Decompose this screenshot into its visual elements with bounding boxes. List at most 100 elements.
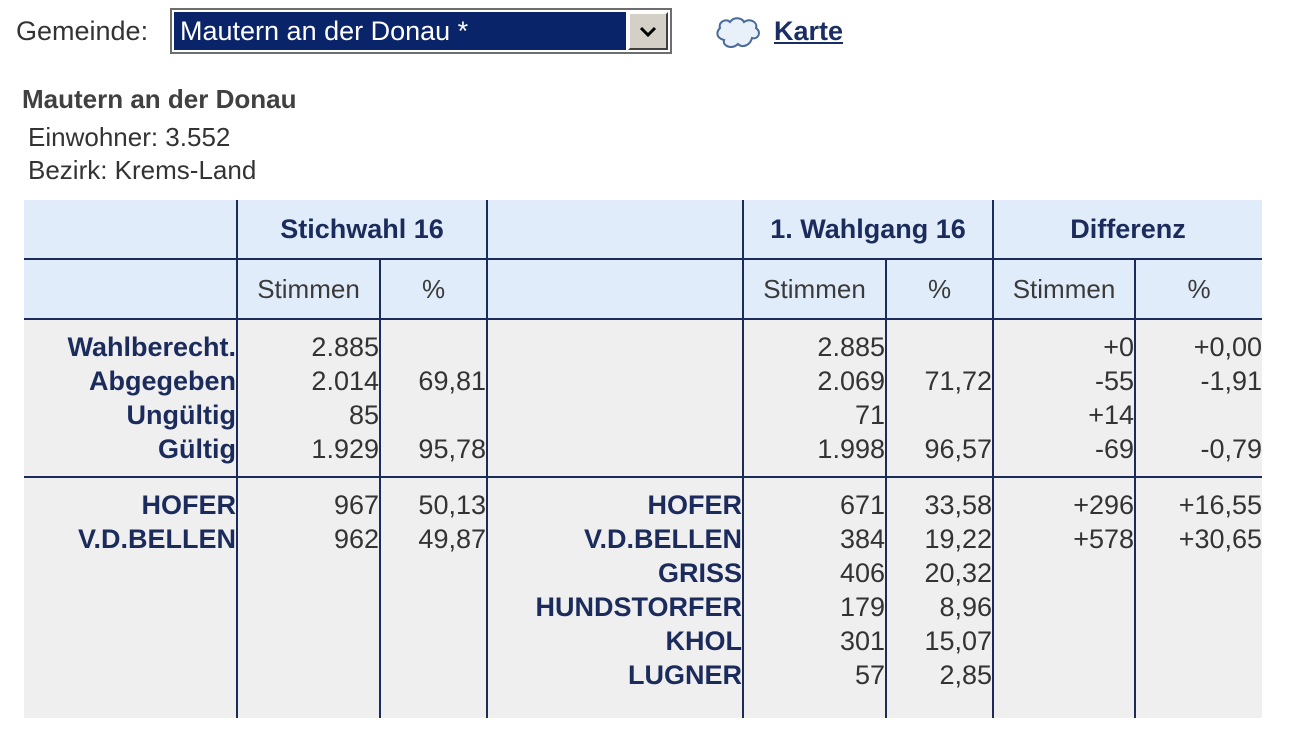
table-cell: 2.885 <box>817 332 885 362</box>
summary-row: Wahlberecht. Abgegeben Ungültig Gültig 2… <box>24 319 1263 478</box>
summary-stich-stimmen: 2.885 2.014 85 1.929 <box>236 319 380 478</box>
table-cell: 671 <box>839 490 885 520</box>
wg-candidate-stimmen: 671 384 406 179 301 57 <box>742 477 886 718</box>
table-cell: +0,00 <box>1193 332 1263 362</box>
sub-header-row: Stimmen % Stimmen % Stimmen % <box>24 259 1263 320</box>
table-cell: 15,07 <box>924 626 993 656</box>
table-cell: 1.998 <box>817 434 885 464</box>
table-cell: 49,87 <box>418 524 486 554</box>
candidate-name: V.D.BELLEN <box>77 524 236 554</box>
dropdown-button[interactable] <box>628 12 668 50</box>
summary-stich-pct: 69,81 95,78 <box>379 319 487 478</box>
table-cell: 95,78 <box>418 434 486 464</box>
table-cell: +0 <box>1103 332 1135 362</box>
candidate-name: KHOL <box>665 626 743 656</box>
table-cell: 71,72 <box>924 366 993 396</box>
einwohner-info: Einwohner: 3.552 <box>28 122 231 152</box>
sub-header-pct: % <box>379 259 487 320</box>
table-cell: +30,65 <box>1178 524 1263 554</box>
summary-empty <box>486 319 743 478</box>
table-cell: 406 <box>839 558 885 588</box>
table-cell: -55 <box>1094 366 1135 396</box>
sub-header-empty-2 <box>486 259 743 320</box>
table-cell <box>381 330 486 364</box>
stich-candidate-names: HOFER V.D.BELLEN <box>24 477 237 718</box>
sub-header-stimmen: Stimmen <box>236 259 380 320</box>
municipality-title: Mautern an der Donau <box>22 84 297 114</box>
diff-candidate-stimmen: +296 +578 <box>992 477 1136 718</box>
map-icon[interactable] <box>714 14 764 54</box>
sub-header-pct: % <box>884 259 994 320</box>
group-header-differenz: Differenz <box>992 200 1263 260</box>
sub-header-stimmen: Stimmen <box>742 259 886 320</box>
group-header-empty <box>24 200 237 260</box>
table-cell: 2,85 <box>939 660 993 690</box>
candidate-name: HOFER <box>141 490 237 520</box>
candidate-name: HOFER <box>647 490 743 520</box>
table-cell: 69,81 <box>418 366 486 396</box>
table-cell: 71 <box>854 400 885 430</box>
table-cell: +16,55 <box>1178 490 1263 520</box>
table-cell: 20,32 <box>924 558 993 588</box>
group-header-stichwahl: Stichwahl 16 <box>236 200 487 260</box>
table-cell <box>887 398 992 432</box>
candidate-name: V.D.BELLEN <box>583 524 742 554</box>
summary-wg-stimmen: 2.885 2.069 71 1.998 <box>742 319 886 478</box>
summary-wg-pct: 71,72 96,57 <box>884 319 994 478</box>
table-cell: 33,58 <box>924 490 993 520</box>
candidate-name: GRISS <box>657 558 742 588</box>
label-ungueltig: Ungültig <box>126 400 236 430</box>
summary-diff-pct: +0,00 -1,91 -0,79 <box>1134 319 1263 478</box>
table-cell: 85 <box>348 400 379 430</box>
table-cell <box>381 398 486 432</box>
candidate-name: LUGNER <box>628 660 742 690</box>
wg-candidate-pct: 33,58 19,22 20,32 8,96 15,07 2,85 <box>884 477 994 718</box>
table-cell: 2.069 <box>817 366 885 396</box>
table-cell: 19,22 <box>924 524 993 554</box>
label-gueltig: Gültig <box>158 434 236 464</box>
wg-candidate-names: HOFER V.D.BELLEN GRISS HUNDSTORFER KHOL … <box>486 477 743 718</box>
table-cell: 2.014 <box>311 366 379 396</box>
sub-header-stimmen: Stimmen <box>992 259 1136 320</box>
table-cell: 8,96 <box>939 592 993 622</box>
group-header-empty-2 <box>486 200 743 260</box>
table-cell: 57 <box>854 660 885 690</box>
bezirk-info: Bezirk: Krems-Land <box>28 155 257 185</box>
chevron-down-icon <box>639 26 657 38</box>
candidates-row: HOFER V.D.BELLEN 967 962 50,13 49,87 HOF… <box>24 477 1263 718</box>
table-cell: 962 <box>333 524 379 554</box>
table-cell: 96,57 <box>924 434 993 464</box>
sub-header-pct: % <box>1134 259 1263 320</box>
table-cell: +296 <box>1073 490 1135 520</box>
table-cell: 967 <box>333 490 379 520</box>
label-abgegeben: Abgegeben <box>88 366 236 396</box>
table-cell: 179 <box>839 592 885 622</box>
table-cell: +578 <box>1073 524 1135 554</box>
summary-diff-stimmen: +0 -55 +14 -69 <box>992 319 1136 478</box>
summary-labels: Wahlberecht. Abgegeben Ungültig Gültig <box>24 319 237 478</box>
table-cell <box>887 330 992 364</box>
table-cell <box>1136 398 1262 432</box>
table-cell: 2.885 <box>311 332 379 362</box>
table-cell: 50,13 <box>418 490 486 520</box>
gemeinde-label: Gemeinde: <box>16 16 149 46</box>
top-bar: Gemeinde: Mautern an der Donau * Karte <box>14 8 1284 54</box>
label-wahlberecht: Wahlberecht. <box>67 332 236 362</box>
results-table: Stichwahl 16 1. Wahlgang 16 Differenz St… <box>24 200 1263 718</box>
table-cell: 1.929 <box>311 434 379 464</box>
group-header-wahlgang: 1. Wahlgang 16 <box>741 200 994 260</box>
stich-candidate-pct: 50,13 49,87 <box>379 477 487 718</box>
diff-candidate-pct: +16,55 +30,65 <box>1134 477 1263 718</box>
stich-candidate-stimmen: 967 962 <box>236 477 380 718</box>
table-cell: 384 <box>839 524 885 554</box>
map-link[interactable]: Karte <box>774 16 844 46</box>
table-cell: -1,91 <box>1200 366 1263 396</box>
gemeinde-select[interactable]: Mautern an der Donau * <box>170 8 672 54</box>
table-cell: -0,79 <box>1200 434 1263 464</box>
table-cell: +14 <box>1088 400 1135 430</box>
gemeinde-select-value[interactable]: Mautern an der Donau * <box>174 12 626 50</box>
group-header-row: Stichwahl 16 1. Wahlgang 16 Differenz <box>24 200 1263 260</box>
table-cell: -69 <box>1094 434 1135 464</box>
table-cell: 301 <box>839 626 885 656</box>
sub-header-empty <box>24 259 237 320</box>
